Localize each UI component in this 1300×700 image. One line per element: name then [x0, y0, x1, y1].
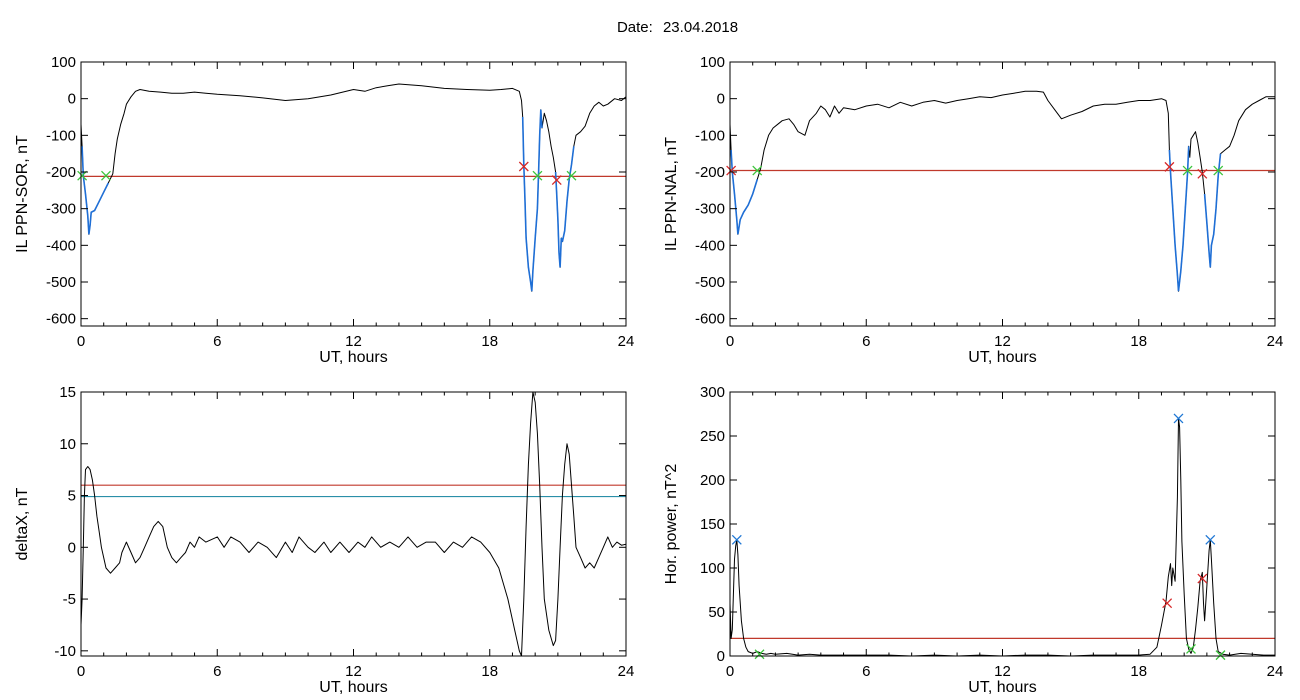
- plot-frame: [729, 61, 1276, 327]
- marker-green: [1213, 165, 1224, 176]
- marker-red: [1162, 598, 1173, 609]
- y-tick-label: 100: [51, 54, 76, 71]
- marker-red: [518, 161, 529, 172]
- page-title: Date: 23.04.2018: [0, 19, 1300, 36]
- y-tick-label: -500: [46, 274, 76, 291]
- y-tick-label: 200: [700, 472, 725, 489]
- marker-blue: [731, 534, 742, 545]
- y-tick-label: 15: [59, 384, 76, 401]
- chart-panel-hor-power: 0 6 12 18 24 300 250 200 150 100 50 0 UT, hours Hor. …: [663, 384, 1283, 696]
- y-tick-label: 150: [700, 516, 725, 533]
- event-segment: [730, 149, 759, 235]
- x-axis-label: UT, hours: [968, 679, 1036, 696]
- y-tick-label: 300: [700, 384, 725, 401]
- series-line: [81, 83, 626, 292]
- x-tick-label: 12: [994, 663, 1011, 680]
- x-tick-label: 0: [726, 333, 734, 350]
- x-tick-label: 18: [481, 663, 498, 680]
- marker-blue: [1173, 413, 1184, 424]
- y-tick-label: 250: [700, 428, 725, 445]
- x-tick-label: 0: [77, 333, 85, 350]
- series-line: [730, 417, 1275, 656]
- y-tick-label: -5: [63, 591, 76, 608]
- x-tick-label: 18: [481, 333, 498, 350]
- x-axis-label: UT, hours: [968, 349, 1036, 366]
- marker-red: [551, 175, 562, 186]
- series-line: [81, 392, 626, 656]
- y-tick-label: -200: [695, 164, 725, 181]
- marker-green: [754, 649, 765, 660]
- chart-panel-il-ppn-sor: 0 6 12 18 24 100 0 -100 -200 -300 -400 -500 -600 UT, …: [14, 54, 634, 366]
- x-tick-label: 24: [1267, 333, 1284, 350]
- marker-red: [726, 165, 737, 176]
- chart-panel-deltax: 0 6 12 18 24 15 10 5 0 -5 -10 UT, hours deltaX, nT: [14, 384, 634, 696]
- y-tick-label: -100: [695, 127, 725, 144]
- y-tick-label: 10: [59, 436, 76, 453]
- y-tick-label: 0: [68, 91, 76, 108]
- y-tick-label: 0: [68, 539, 76, 556]
- marker-green: [752, 165, 763, 176]
- y-tick-label: 0: [717, 648, 725, 665]
- marker-green: [77, 170, 88, 181]
- plot-frame: [80, 391, 627, 657]
- marker-green: [101, 170, 111, 181]
- y-tick-label: -400: [46, 237, 76, 254]
- y-tick-label: -600: [46, 311, 76, 328]
- y-tick-label: 5: [68, 488, 76, 505]
- y-axis-label: deltaX, nT: [14, 487, 31, 560]
- y-axis-label: Hor. power, nT^2: [663, 464, 680, 585]
- marker-green: [1215, 650, 1226, 661]
- y-tick-label: -300: [695, 201, 725, 218]
- y-tick-label: -200: [46, 164, 76, 181]
- x-tick-label: 12: [345, 663, 362, 680]
- x-axis-label: UT, hours: [319, 349, 387, 366]
- x-tick-label: 18: [1130, 663, 1147, 680]
- y-tick-label: 100: [700, 54, 725, 71]
- date-label: Date:: [616, 19, 653, 36]
- y-tick-label: 0: [717, 91, 725, 108]
- x-tick-label: 6: [213, 663, 221, 680]
- y-tick-label: -500: [695, 274, 725, 291]
- x-tick-label: 6: [862, 663, 870, 680]
- marker-green: [566, 170, 577, 181]
- event-segment: [554, 146, 575, 268]
- event-segment: [1168, 146, 1190, 292]
- marker-blue: [1205, 534, 1216, 545]
- x-axis-label: UT, hours: [319, 679, 387, 696]
- x-tick-label: 12: [345, 333, 362, 350]
- series-line: [730, 90, 1275, 292]
- y-tick-label: -100: [46, 127, 76, 144]
- y-tick-label: 100: [700, 560, 725, 577]
- y-tick-label: -10: [54, 643, 76, 660]
- marker-green: [532, 170, 543, 181]
- marker-red: [1164, 161, 1175, 172]
- marker-red: [1197, 168, 1208, 179]
- y-tick-label: -300: [46, 201, 76, 218]
- x-tick-label: 18: [1130, 333, 1147, 350]
- event-segment: [521, 109, 543, 292]
- date-value: 23.04.2018: [662, 19, 739, 36]
- x-tick-label: 6: [862, 333, 870, 350]
- y-axis-label: IL PPN-SOR, nT: [14, 135, 31, 253]
- x-tick-label: 12: [994, 333, 1011, 350]
- y-axis-label: IL PPN-NAL, nT: [663, 137, 680, 251]
- y-tick-label: -400: [695, 237, 725, 254]
- x-tick-label: 0: [77, 663, 85, 680]
- event-segment: [81, 146, 110, 235]
- plot-frame: [80, 61, 627, 327]
- x-tick-label: 24: [618, 663, 635, 680]
- marker-green: [1182, 165, 1193, 176]
- plot-frame: [729, 391, 1276, 657]
- marker-red: [1197, 573, 1208, 584]
- x-tick-label: 6: [213, 333, 221, 350]
- x-tick-label: 0: [726, 663, 734, 680]
- y-tick-label: -600: [695, 311, 725, 328]
- event-segment: [1203, 153, 1222, 268]
- y-tick-label: 50: [708, 604, 725, 621]
- x-tick-label: 24: [1267, 663, 1284, 680]
- x-tick-label: 24: [618, 333, 635, 350]
- marker-green: [1186, 644, 1196, 654]
- chart-panel-il-ppn-nal: 0 6 12 18 24 100 0 -100 -200 -300 -400 -500 -600 UT, …: [663, 54, 1283, 366]
